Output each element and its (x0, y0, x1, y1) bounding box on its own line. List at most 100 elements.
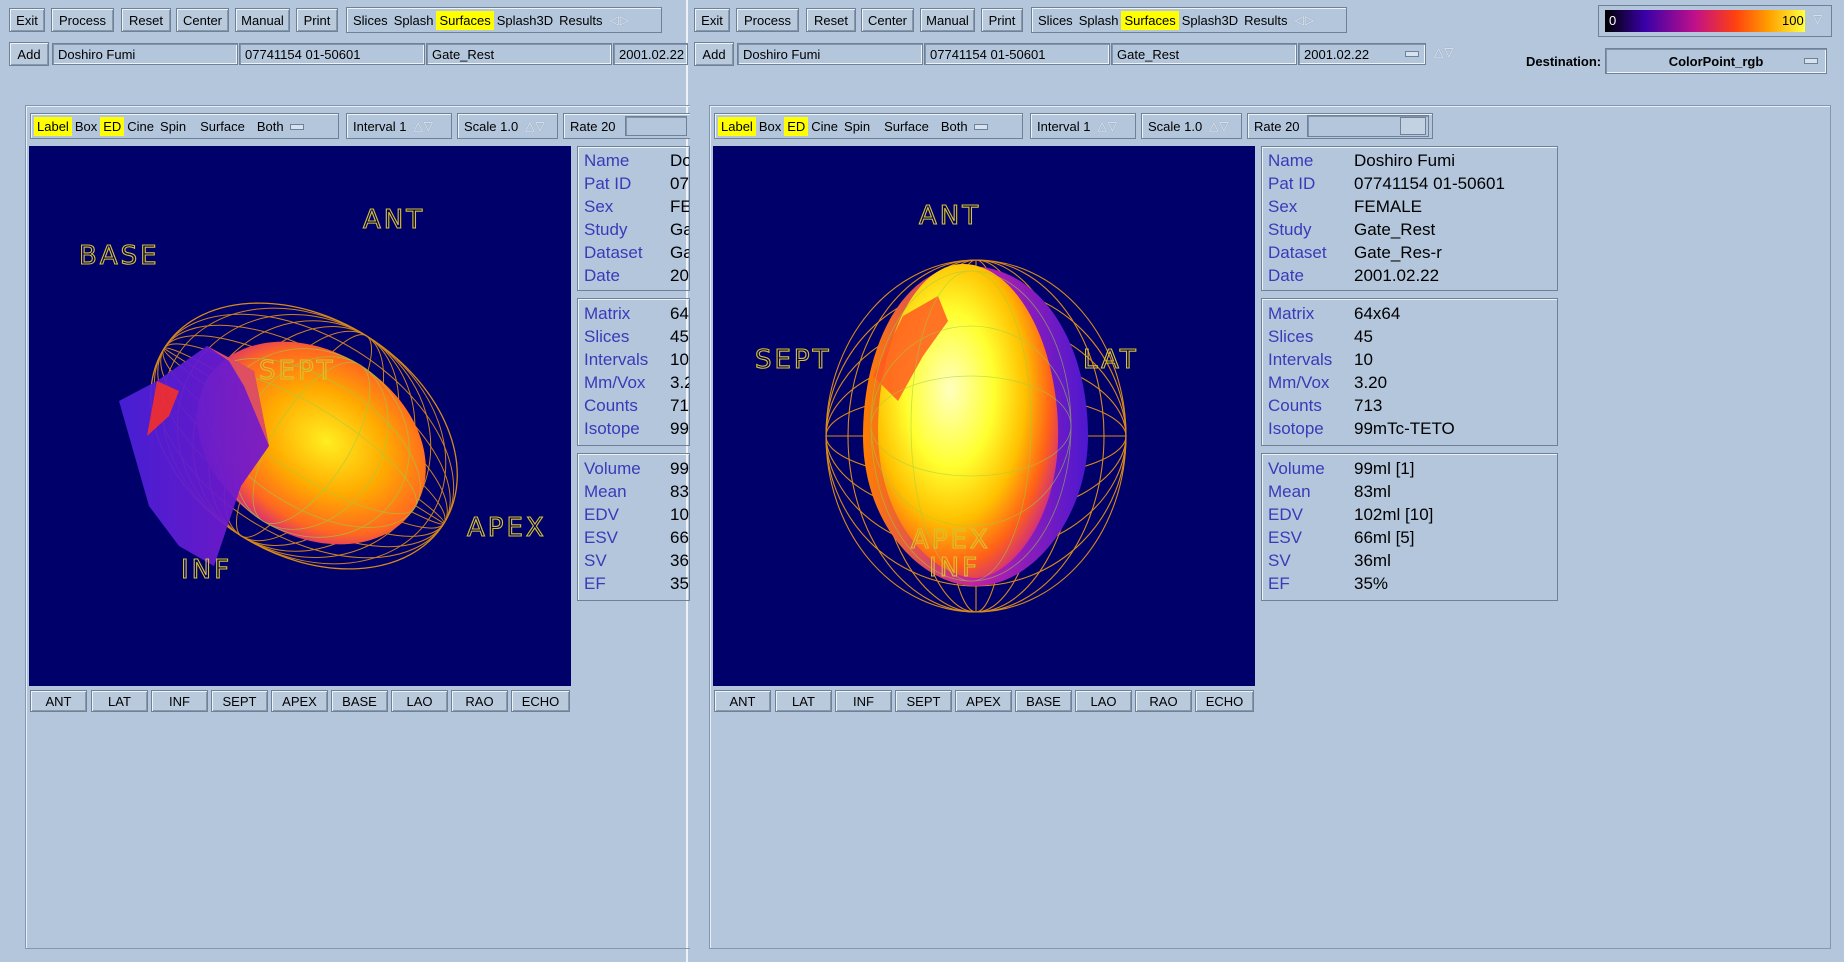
cine-toggle[interactable]: Cine (127, 118, 155, 134)
rate-slider-thumb[interactable] (1400, 117, 1426, 135)
process-button[interactable]: Process (736, 8, 799, 32)
ed-toggle[interactable]: ED (100, 116, 125, 136)
date-spin-arrows-icon[interactable]: △▽ (1434, 45, 1455, 59)
acquisition-info-panel-right: Matrix 64x64 Slices 45 Intervals 10 Mm/Vox 3… (1261, 298, 1558, 446)
tab-results[interactable]: Results (559, 12, 603, 28)
spin-arrows-icon[interactable]: △▽ (525, 119, 546, 133)
colormap-bar[interactable] (1605, 10, 1805, 32)
add-button[interactable]: Add (9, 42, 49, 66)
patient-id-field[interactable]: 07741154 01-50601 (924, 43, 1110, 65)
study-field[interactable]: Gate_Rest (426, 43, 612, 65)
view-sept-button[interactable]: SEPT (895, 690, 952, 712)
view-rao-button[interactable]: RAO (451, 690, 508, 712)
exit-button[interactable]: Exit (694, 8, 730, 32)
colormap-dropdown-icon[interactable]: ▽ (1813, 12, 1824, 26)
view-inf-button[interactable]: INF (835, 690, 892, 712)
tab-slices[interactable]: Slices (353, 12, 388, 28)
view-inf-button[interactable]: INF (151, 690, 208, 712)
tab-surfaces[interactable]: Surfaces (1121, 10, 1179, 30)
label-toggle[interactable]: Label (34, 116, 72, 136)
box-toggle[interactable]: Box (758, 118, 782, 134)
spin-toggle[interactable]: Spin (160, 118, 187, 134)
info-row-intervals: Intervals 10 (1268, 350, 1373, 369)
interval-label: Interval 1 (1037, 118, 1091, 134)
view-sept-button[interactable]: SEPT (211, 690, 268, 712)
mode-scroll-arrows-icon[interactable]: ◁▷ (1294, 13, 1315, 27)
colormap-max: 100 (1782, 13, 1804, 28)
view-echo-button[interactable]: ECHO (511, 690, 570, 712)
manual-button[interactable]: Manual (235, 8, 290, 32)
view-echo-button[interactable]: ECHO (1195, 690, 1254, 712)
view-ant-button[interactable]: ANT (714, 690, 771, 712)
label-toggle[interactable]: Label (718, 116, 756, 136)
view-apex-button[interactable]: APEX (271, 690, 328, 712)
destination-select[interactable]: ColorPoint_rgb (1605, 48, 1827, 74)
surface-select[interactable]: Both (254, 117, 307, 136)
surface-3d-view-right[interactable]: ANT SEPT LAT APEX INF (713, 146, 1255, 686)
surface-label: Surface (884, 118, 929, 134)
print-button[interactable]: Print (981, 8, 1023, 32)
study-field[interactable]: Gate_Rest (1111, 43, 1297, 65)
tab-surfaces[interactable]: Surfaces (436, 10, 494, 30)
patient-name-field[interactable]: Doshiro Fumi (737, 43, 923, 65)
date-select[interactable]: 2001.02.22 (1298, 43, 1426, 65)
add-button[interactable]: Add (694, 42, 734, 66)
spin-arrows-icon[interactable]: △▽ (1209, 119, 1230, 133)
patient-name-field[interactable]: Doshiro Fumi (52, 43, 238, 65)
scale-spinner[interactable]: Scale 1.0 △▽ (1141, 113, 1242, 139)
mode-scroll-arrows-icon[interactable]: ◁▷ (609, 13, 630, 27)
tab-splash[interactable]: Splash (393, 12, 434, 28)
rate-control: Rate 20 (563, 113, 693, 139)
reset-button[interactable]: Reset (121, 8, 171, 32)
surface-3d-view-left[interactable]: BASE ANT SEPT APEX INF (29, 146, 571, 686)
reset-button[interactable]: Reset (806, 8, 856, 32)
date-field[interactable]: 2001.02.22 (613, 43, 688, 65)
view-lat-button[interactable]: LAT (775, 690, 832, 712)
results-info-panel-right: Volume 99ml [1] Mean 83ml EDV 102ml [10] ES… (1261, 453, 1558, 601)
view-apex-button[interactable]: APEX (955, 690, 1012, 712)
right-viewer-panel: Exit Process Reset Center Manual Print S… (690, 0, 1844, 962)
exit-button[interactable]: Exit (9, 8, 45, 32)
cine-toggle[interactable]: Cine (811, 118, 839, 134)
tab-splash3d[interactable]: Splash3D (496, 12, 554, 28)
center-button[interactable]: Center (861, 8, 914, 32)
view-rao-button[interactable]: RAO (1135, 690, 1192, 712)
tab-results[interactable]: Results (1244, 12, 1288, 28)
view-lao-button[interactable]: LAO (391, 690, 448, 712)
tab-splash3d[interactable]: Splash3D (1181, 12, 1239, 28)
view-lat-button[interactable]: LAT (91, 690, 148, 712)
view-base-button[interactable]: BASE (331, 690, 388, 712)
rate-slider[interactable] (624, 116, 687, 136)
interval-spinner[interactable]: Interval 1 △▽ (346, 113, 452, 139)
patient-id-field[interactable]: 07741154 01-50601 (239, 43, 425, 65)
spin-arrows-icon[interactable]: △▽ (413, 119, 434, 133)
manual-button[interactable]: Manual (920, 8, 975, 32)
tab-slices[interactable]: Slices (1038, 12, 1073, 28)
dropdown-icon (289, 124, 304, 131)
print-button[interactable]: Print (296, 8, 338, 32)
rate-slider[interactable] (1306, 115, 1429, 137)
box-toggle[interactable]: Box (74, 118, 98, 134)
surface-value: Both (256, 118, 284, 134)
label-sept: SEPT (259, 356, 336, 386)
view-lao-button[interactable]: LAO (1075, 690, 1132, 712)
lv-surface-render-left: BASE ANT SEPT APEX INF (78, 204, 544, 585)
view-base-button[interactable]: BASE (1015, 690, 1072, 712)
ed-toggle[interactable]: ED (784, 116, 809, 136)
scale-spinner[interactable]: Scale 1.0 △▽ (457, 113, 558, 139)
surface-select[interactable]: Both (938, 117, 991, 136)
center-button[interactable]: Center (176, 8, 229, 32)
process-button[interactable]: Process (51, 8, 114, 32)
tab-splash[interactable]: Splash (1078, 12, 1119, 28)
interval-spinner[interactable]: Interval 1 △▽ (1030, 113, 1136, 139)
rate-control: Rate 20 (1247, 113, 1433, 139)
spin-toggle[interactable]: Spin (844, 118, 871, 134)
view-ant-button[interactable]: ANT (30, 690, 87, 712)
spin-arrows-icon[interactable]: △▽ (1097, 119, 1118, 133)
